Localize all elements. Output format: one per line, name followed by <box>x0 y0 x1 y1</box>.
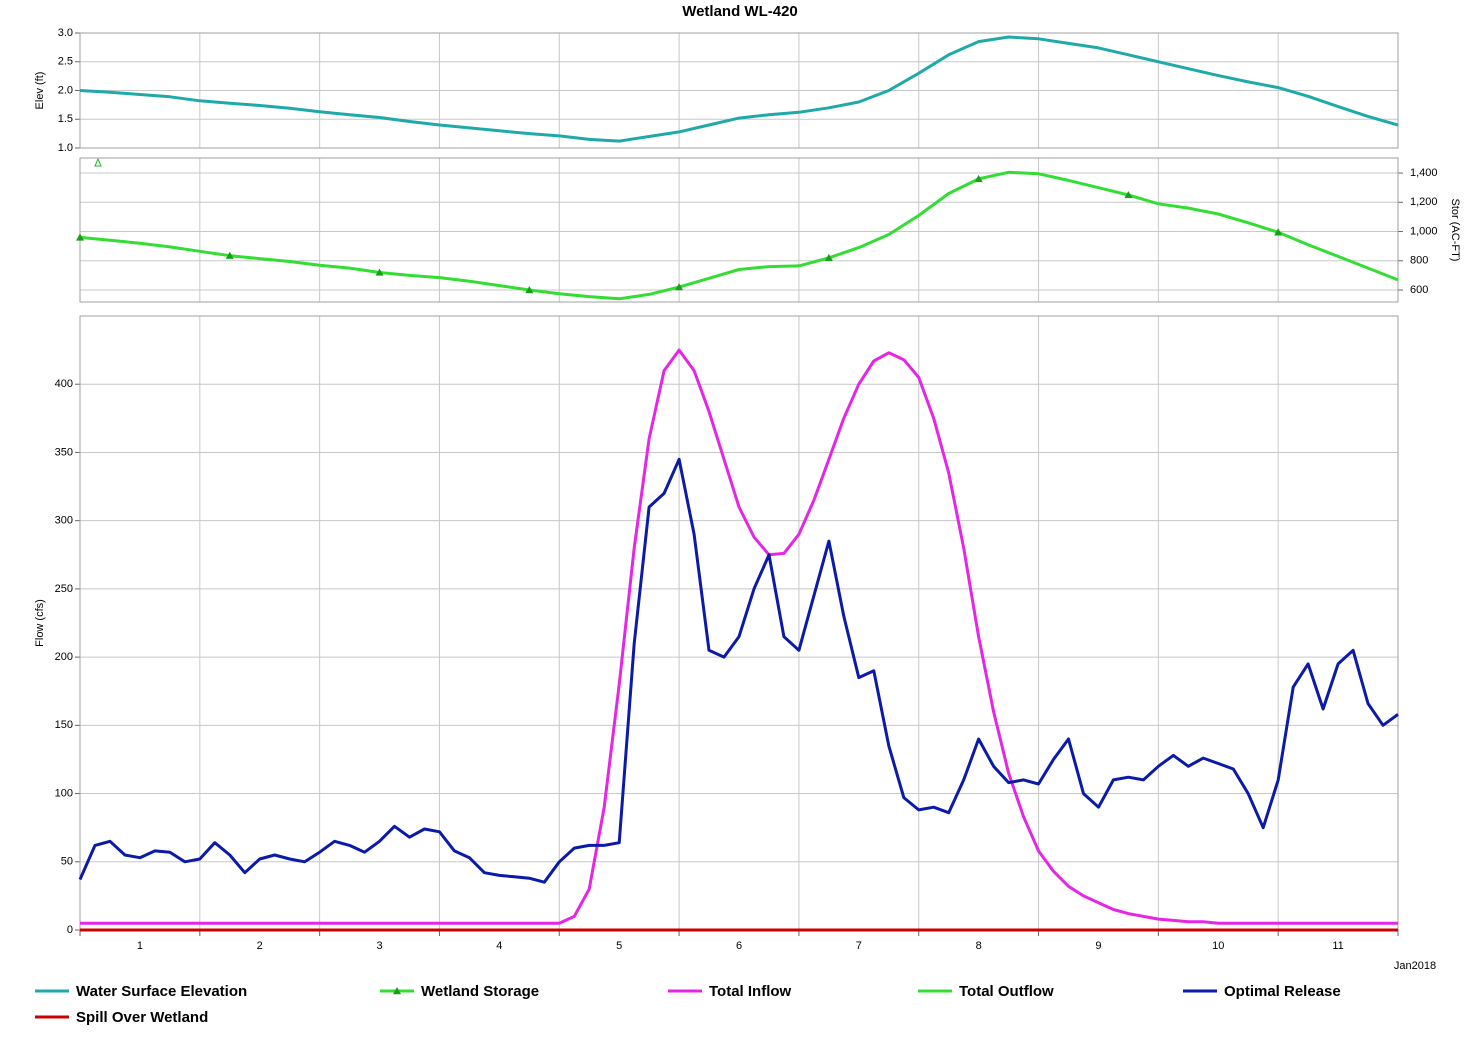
y-tick-label: 150 <box>55 719 73 731</box>
legend-label: Spill Over Wetland <box>76 1009 208 1026</box>
series-line <box>79 35 1399 143</box>
x-tick-label: 6 <box>736 940 742 952</box>
y-tick-label: 1,400 <box>1410 167 1438 179</box>
legend-item: Spill Over Wetland <box>35 1009 208 1026</box>
x-end-label: Jan2018 <box>1394 960 1436 972</box>
series-marker <box>675 283 684 291</box>
y-tick-label: 250 <box>55 583 73 595</box>
series-line <box>79 170 1399 301</box>
series-marker <box>974 174 983 183</box>
y-tick-label: 3.0 <box>58 27 73 39</box>
y-tick-label: 50 <box>61 856 73 868</box>
y-tick-label: 200 <box>55 651 73 663</box>
y-tick-label: 1.5 <box>58 113 73 125</box>
chart-title: Wetland WL-420 <box>682 3 798 20</box>
series-marker <box>375 268 384 276</box>
series-marker <box>824 253 833 262</box>
legend-item: Total Inflow <box>668 983 792 1000</box>
legend-label: Optimal Release <box>1224 983 1341 1000</box>
y-tick-label: 2.5 <box>58 56 73 68</box>
y-tick-label: 400 <box>55 378 73 390</box>
series-marker <box>1274 228 1283 236</box>
x-tick-label: 3 <box>376 940 382 952</box>
legend-marker <box>393 987 401 995</box>
series-marker <box>225 251 234 259</box>
series-line <box>80 348 1398 925</box>
x-tick-label: 2 <box>257 940 263 952</box>
x-tick-label: 10 <box>1212 940 1224 952</box>
y-tick-label: 1,000 <box>1410 225 1438 237</box>
plot-frame <box>79 157 1399 303</box>
legend-label: Total Inflow <box>709 983 792 1000</box>
legend-item: Optimal Release <box>1183 983 1341 1000</box>
series-line <box>78 457 1399 884</box>
legend-item: Water Surface Elevation <box>35 983 247 1000</box>
x-tick-label: 1 <box>137 940 143 952</box>
y-axis-label: Stor (AC-FT) <box>1449 199 1461 262</box>
series-marker <box>1124 190 1133 199</box>
series-marker <box>76 233 84 241</box>
y-tick-label: 350 <box>55 446 73 458</box>
x-tick-label: 11 <box>1332 940 1343 952</box>
y-tick-label: 1.0 <box>58 142 73 154</box>
outlier-marker <box>94 157 102 167</box>
x-tick-label: 5 <box>616 940 622 952</box>
legend-item: Wetland Storage <box>380 983 539 1000</box>
series-marker <box>525 286 534 294</box>
x-tick-label: 8 <box>976 940 982 952</box>
x-tick-label: 9 <box>1095 940 1101 952</box>
x-tick-label: 7 <box>856 940 862 952</box>
legend-item: Total Outflow <box>918 983 1054 1000</box>
y-tick-label: 2.0 <box>58 84 73 96</box>
legend-label: Wetland Storage <box>421 983 539 1000</box>
plot-frame <box>79 315 1399 931</box>
y-tick-label: 0 <box>67 924 73 936</box>
y-tick-label: 300 <box>55 515 73 527</box>
y-axis-label: Flow (cfs) <box>34 599 46 647</box>
y-tick-label: 800 <box>1410 255 1428 267</box>
legend-label: Water Surface Elevation <box>76 983 247 1000</box>
y-tick-label: 100 <box>55 787 73 799</box>
y-tick-label: 1,200 <box>1410 196 1438 208</box>
y-axis-label: Elev (ft) <box>34 72 46 110</box>
legend-label: Total Outflow <box>959 983 1054 1000</box>
y-tick-label: 600 <box>1410 284 1428 296</box>
x-tick-label: 4 <box>496 940 502 952</box>
